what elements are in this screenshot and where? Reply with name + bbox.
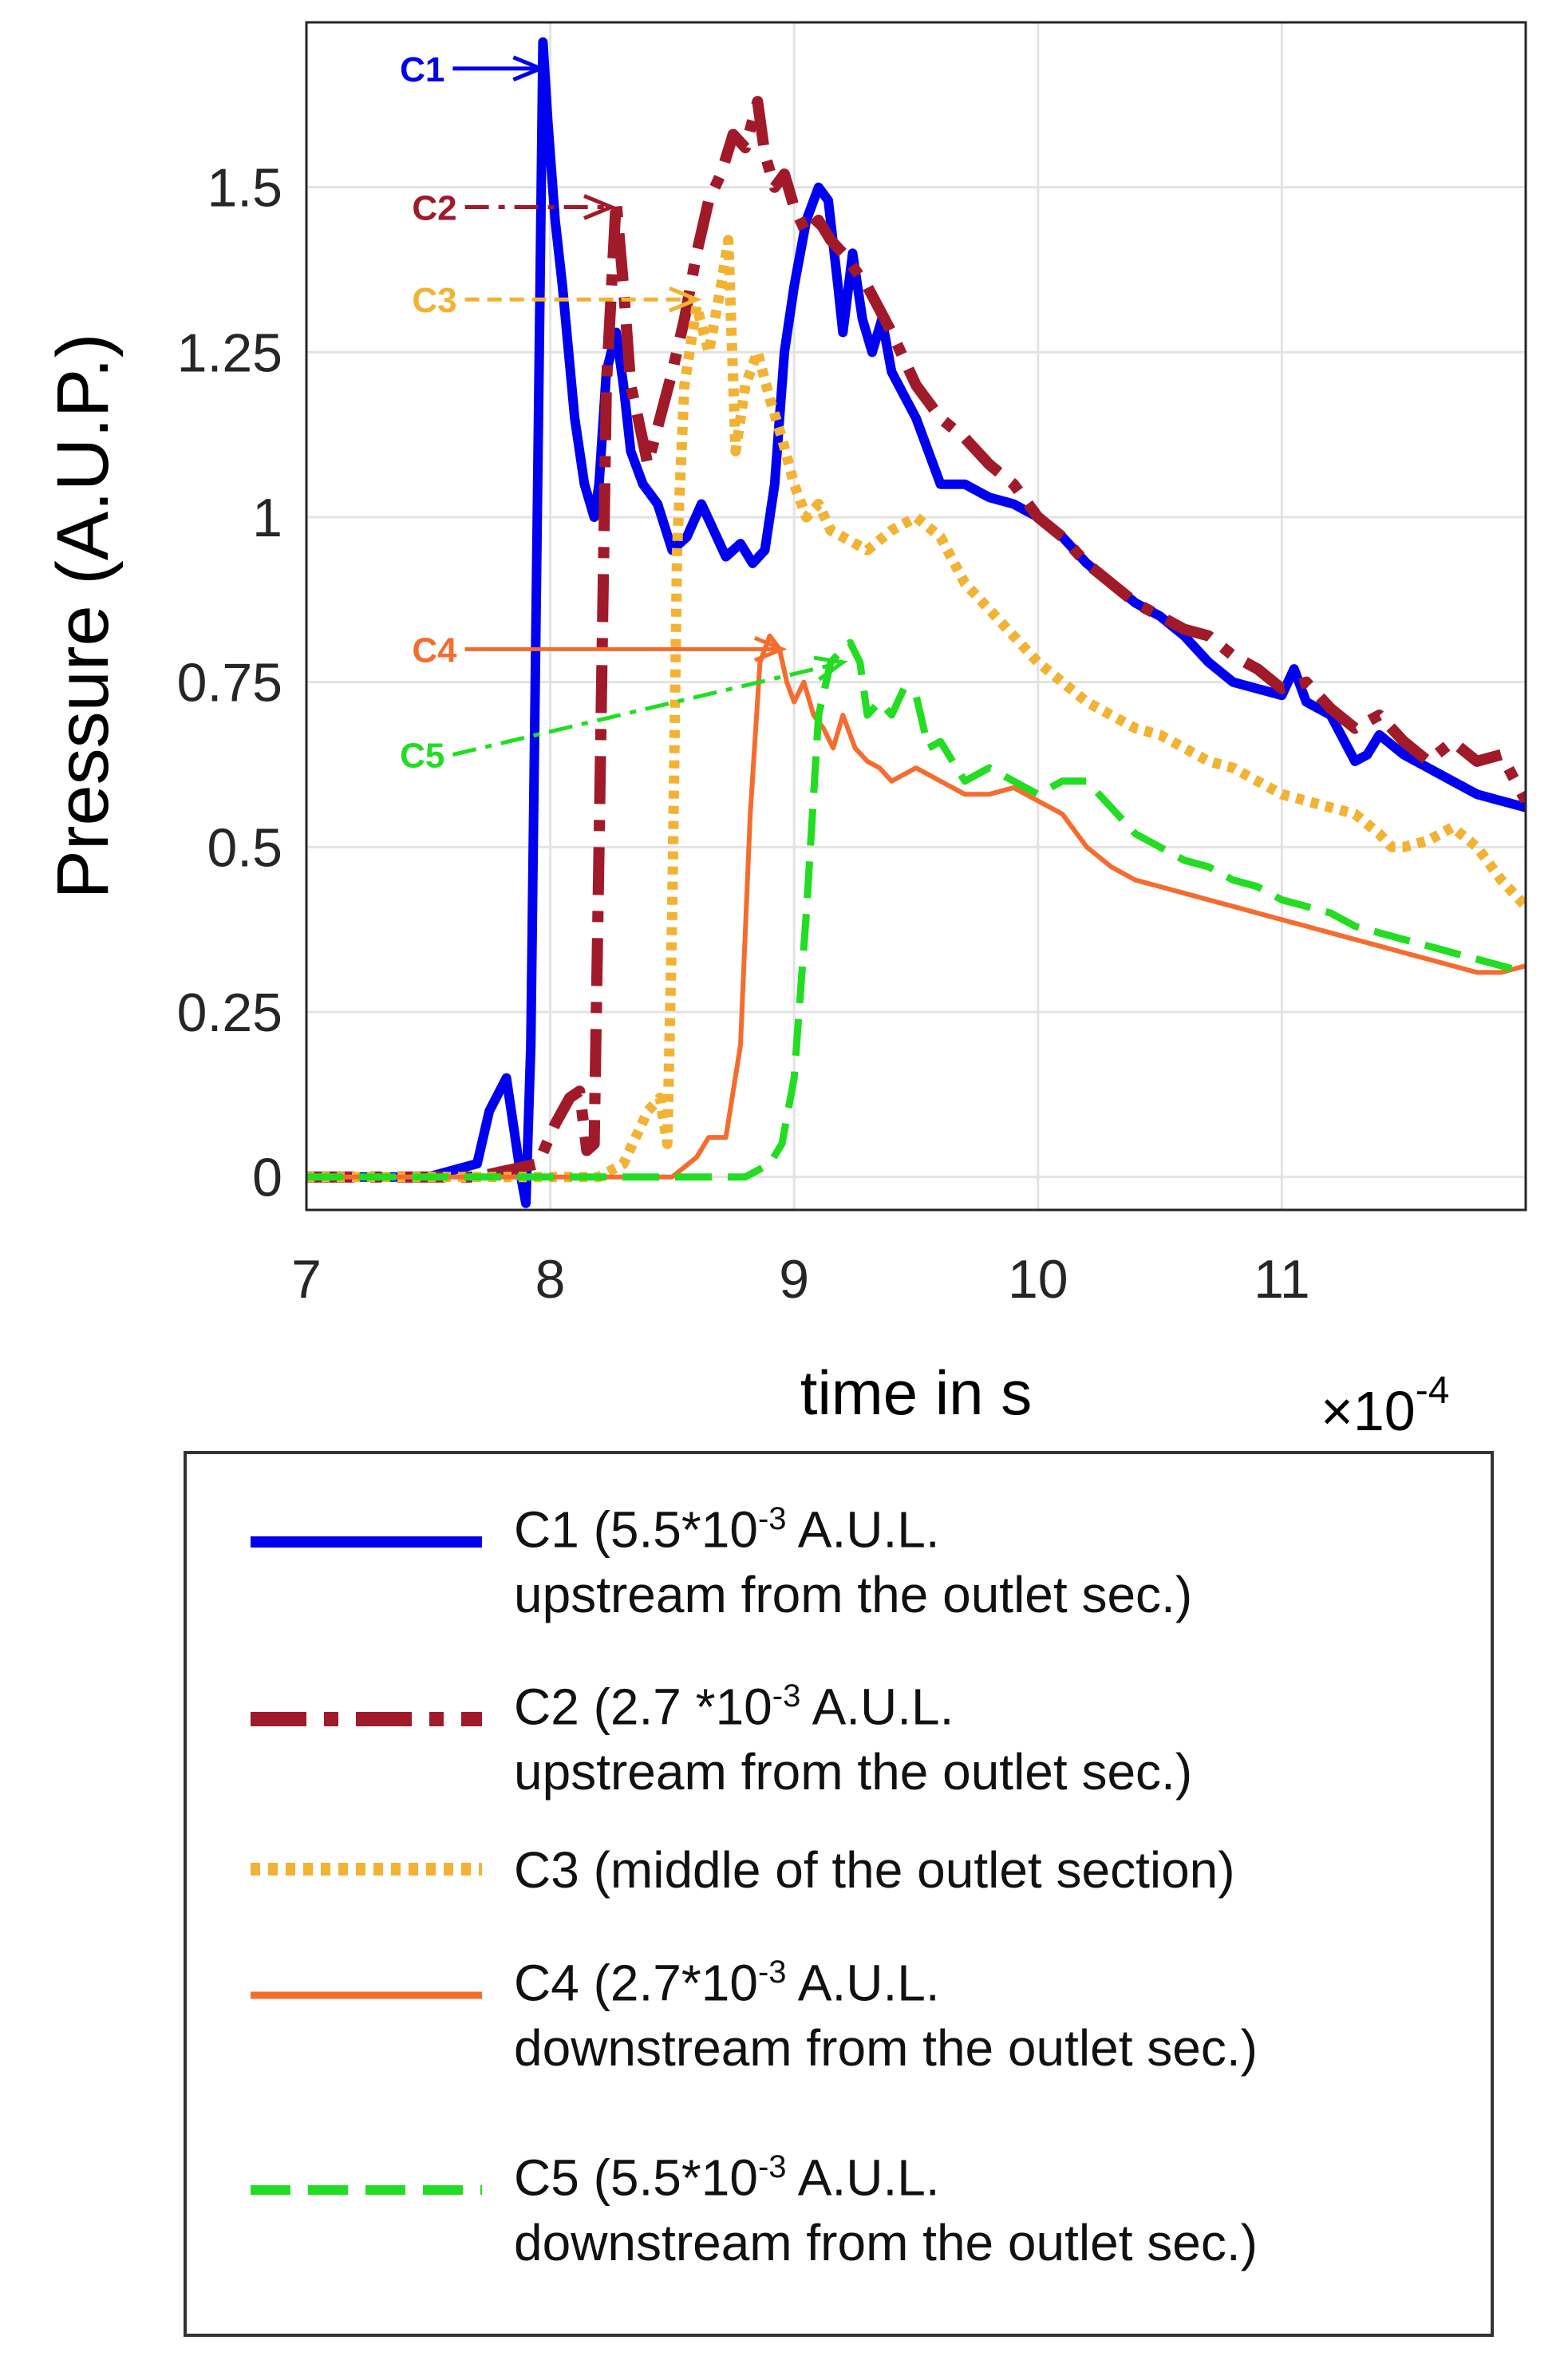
tick-labels: 7 8 9 10 11 0 0.25 0.5 0.75 1 1.25 1.5 xyxy=(177,158,1310,1310)
pressure-chart: C1 C2 C3 C4 C5 7 8 9 10 11 0 0.25 0.5 0.75 1 1.25 1.5 P… xyxy=(42,21,1527,1442)
legend-item-c2: C2 (2.7 *10-3 A.U.L. upstream from the ou… xyxy=(187,1663,1491,1831)
plot-background xyxy=(306,22,1526,1210)
legend-label-c5-tail: A.U.L. xyxy=(786,2149,940,2207)
legend-label-c1: C1 (5.5*10-3 A.U.L. upstream from the out… xyxy=(514,1486,1192,1627)
x-multiplier-exponent: -4 xyxy=(1416,1370,1450,1412)
annotation-arrowhead-c3 xyxy=(669,286,702,313)
legend-label-c1-line1: C1 (5.5*10 xyxy=(514,1500,758,1559)
legend-label-c1-exp: -3 xyxy=(757,1501,787,1536)
legend: C1 (5.5*10-3 A.U.L. upstream from the out… xyxy=(184,1451,1494,2337)
legend-label-c4-line2: downstream from the outlet sec.) xyxy=(514,2019,1258,2077)
plot-frame xyxy=(305,21,1527,1212)
legend-label-c5-exp: -3 xyxy=(757,2149,787,2184)
y-tick-label: 0.75 xyxy=(177,653,282,714)
y-tick-label: 0.25 xyxy=(177,982,282,1043)
legend-item-c3: C3 (middle of the outlet section) xyxy=(187,1837,1491,1917)
annotation-arrowhead-c1 xyxy=(512,55,546,82)
y-tick-label: 1 xyxy=(252,488,282,548)
legend-item-c5: C5 (5.5*10-3 A.U.L. downstream from the o… xyxy=(187,2134,1491,2302)
legend-label-c2-exp: -3 xyxy=(772,1678,801,1714)
legend-label-c4-line1: C4 (2.7*10 xyxy=(514,1954,758,2012)
legend-sample-c4 xyxy=(251,1991,482,1999)
annotation-label-c5: C5 xyxy=(400,737,444,776)
annotation-label-c2: C2 xyxy=(412,188,456,227)
legend-sample-c5 xyxy=(251,2185,482,2195)
legend-item-c1: C1 (5.5*10-3 A.U.L. upstream from the out… xyxy=(187,1486,1491,1654)
x-tick-label: 7 xyxy=(291,1249,322,1310)
legend-label-c5-line1: C5 (5.5*10 xyxy=(514,2149,758,2207)
annotation-arrowhead-c5 xyxy=(813,655,848,682)
legend-label-c1-line2: upstream from the outlet sec.) xyxy=(514,1566,1193,1624)
x-tick-label: 11 xyxy=(1254,1249,1310,1310)
x-tick-label: 10 xyxy=(1008,1249,1068,1310)
x-axis-title: time in s xyxy=(800,1358,1032,1428)
legend-sample-c1 xyxy=(251,1536,482,1548)
y-tick-label: 1.5 xyxy=(207,158,282,219)
legend-item-c4: C4 (2.7*10-3 A.U.L. downstream from the o… xyxy=(187,1939,1491,2107)
annotation-label-c1: C1 xyxy=(400,50,444,89)
legend-label-c4-exp: -3 xyxy=(757,1955,787,1990)
annotation-arrowhead-c4 xyxy=(753,636,788,662)
legend-label-c4: C4 (2.7*10-3 A.U.L. downstream from the o… xyxy=(514,1939,1258,2081)
legend-label-c2-line2: upstream from the outlet sec.) xyxy=(514,1743,1193,1801)
y-tick-label: 1.25 xyxy=(177,322,282,383)
annotation-arrow-c5 xyxy=(452,660,843,757)
legend-label-c1-tail: A.U.L. xyxy=(786,1500,940,1559)
legend-label-c5: C5 (5.5*10-3 A.U.L. downstream from the o… xyxy=(514,2134,1258,2275)
legend-label-c2-line1: C2 (2.7 *10 xyxy=(514,1678,772,1736)
x-tick-label: 9 xyxy=(779,1249,809,1310)
annotation-layer: C1 C2 C3 C4 C5 xyxy=(400,50,848,776)
annotation-label-c3: C3 xyxy=(412,281,456,320)
legend-sample-c2 xyxy=(251,1712,482,1726)
legend-label-c3: C3 (middle of the outlet section) xyxy=(514,1837,1235,1903)
y-axis-title: Pressure (A.U.P.) xyxy=(42,334,124,899)
legend-label-c4-tail: A.U.L. xyxy=(786,1954,940,2012)
y-tick-label: 0 xyxy=(252,1148,282,1208)
legend-label-c2: C2 (2.7 *10-3 A.U.L. upstream from the ou… xyxy=(514,1663,1192,1805)
series-line-c2 xyxy=(306,96,1526,1183)
legend-label-c3-line1: C3 (middle of the outlet section) xyxy=(514,1841,1235,1899)
legend-sample-c3 xyxy=(251,1863,482,1876)
legend-label-c2-tail: A.U.L. xyxy=(800,1678,954,1736)
x-tick-label: 8 xyxy=(535,1249,566,1310)
annotation-arrowhead-c2 xyxy=(583,194,617,220)
x-multiplier-base: ×10 xyxy=(1321,1380,1416,1442)
annotation-label-c4: C4 xyxy=(412,631,457,670)
x-multiplier: ×10-4 xyxy=(1321,1370,1449,1442)
legend-label-c5-line2: downstream from the outlet sec.) xyxy=(514,2214,1258,2272)
y-tick-label: 0.5 xyxy=(207,817,282,878)
